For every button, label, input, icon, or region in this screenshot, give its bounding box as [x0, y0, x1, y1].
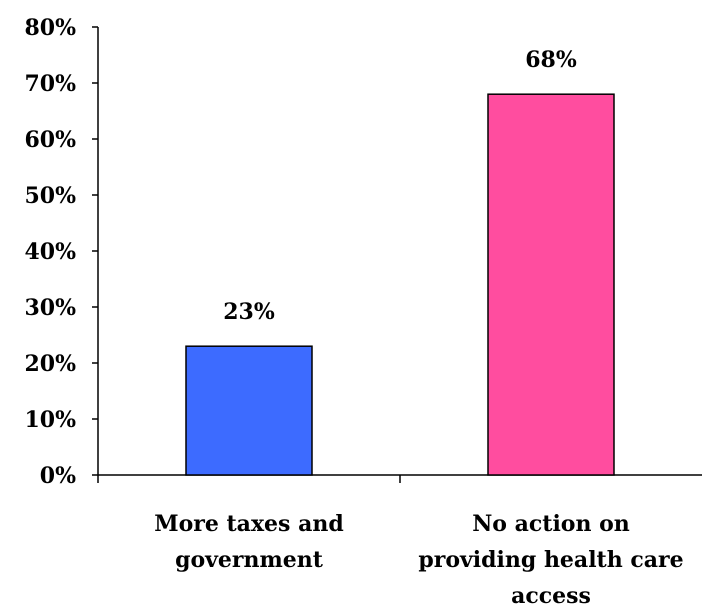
bar-data-label: 23%: [223, 299, 275, 325]
bar: [185, 345, 313, 476]
data-labels: 23% 68%: [223, 47, 577, 325]
y-tick-label: 0%: [40, 463, 76, 489]
y-tick-label: 80%: [24, 15, 76, 41]
y-tick-label: 50%: [24, 183, 76, 209]
bar-data-label: 68%: [525, 47, 577, 73]
y-tick-label: 10%: [24, 407, 76, 433]
y-tick-label: 40%: [24, 239, 76, 265]
x-category-label: providing health care: [418, 547, 683, 573]
x-category-label: access: [511, 583, 591, 609]
y-axis: 0% 10% 20% 30% 40% 50% 60% 70% 80%: [24, 15, 99, 489]
y-tick-label: 60%: [24, 127, 76, 153]
x-category-label: More taxes and: [154, 511, 343, 537]
bars: [185, 93, 615, 476]
category-labels: More taxes and government No action on prov…: [154, 511, 683, 609]
y-tick-label: 20%: [24, 351, 76, 377]
x-axis: [97, 474, 702, 483]
bar: [487, 93, 615, 476]
x-category-label: government: [175, 547, 324, 573]
x-category-label: No action on: [472, 511, 630, 537]
y-tick-label: 30%: [24, 295, 76, 321]
y-tick-label: 70%: [24, 71, 76, 97]
